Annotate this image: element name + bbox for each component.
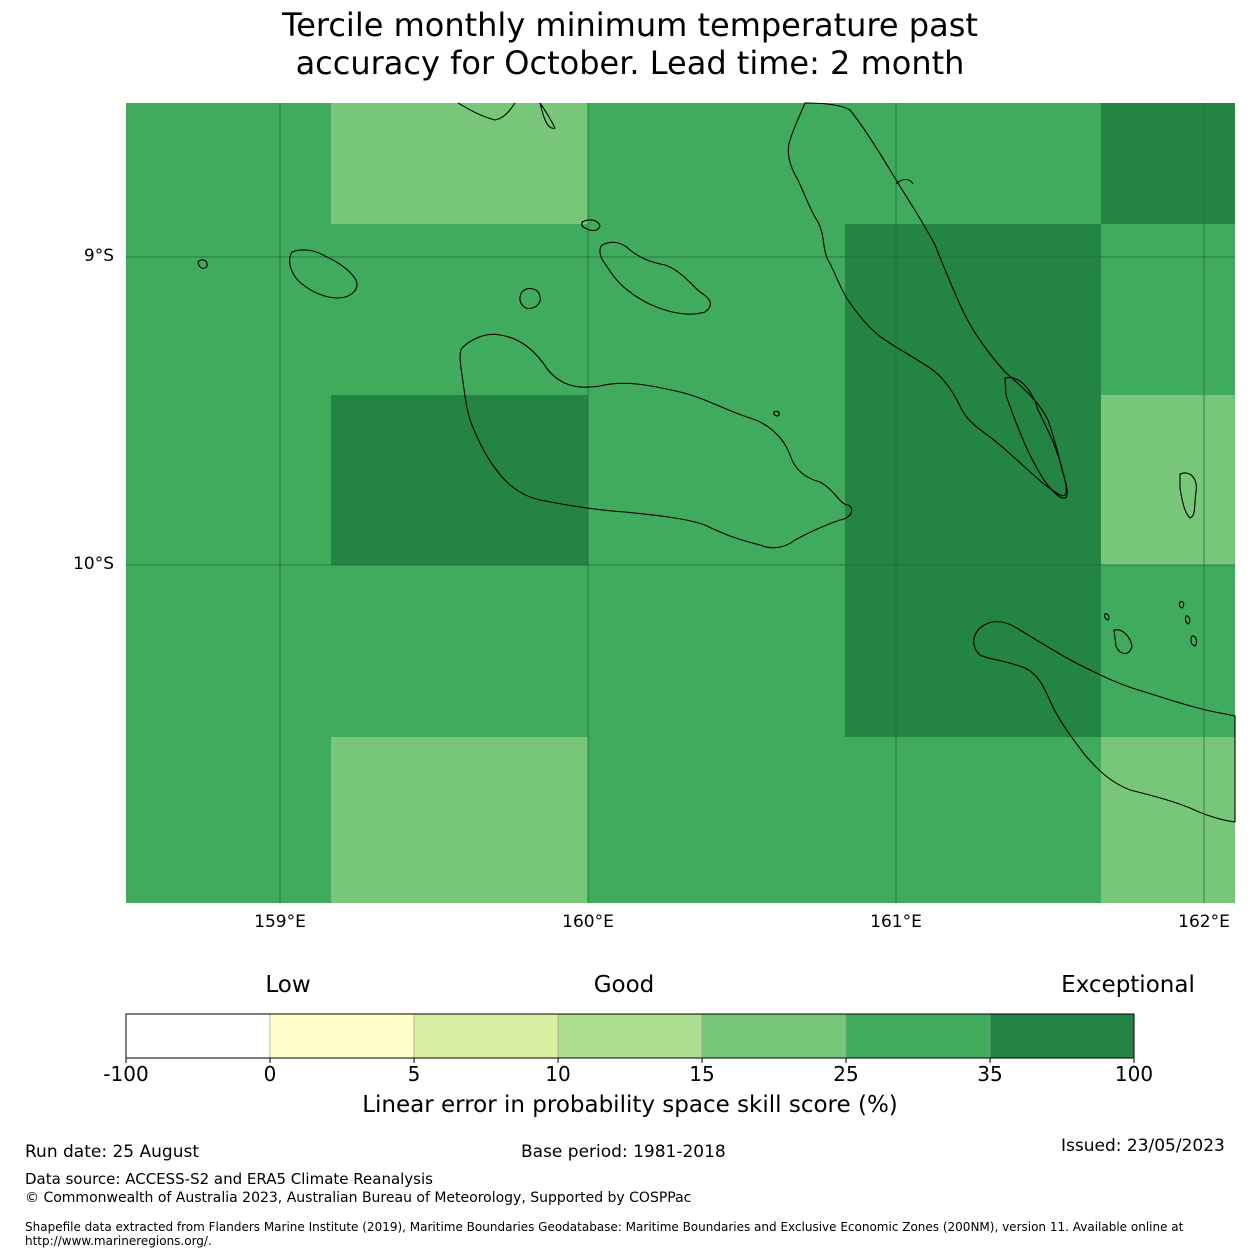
grid-cell [331, 224, 588, 395]
coastline-islet-1185 [1179, 472, 1197, 519]
graticule [126, 103, 1235, 903]
colorbar-tick-label: -100 [103, 1062, 149, 1086]
colorbar-frame [125, 1013, 1135, 1059]
coastline-malaita [787, 102, 1067, 497]
grid-cell [588, 565, 845, 737]
legend-level-exceptional: Exceptional [1061, 972, 1195, 998]
grid-cell [126, 224, 331, 395]
grid-cell [126, 737, 331, 903]
colorbar-bin [125, 1013, 271, 1059]
colorbar-tick-label: 25 [833, 1062, 859, 1086]
lat-label-10s: 10°S [73, 554, 114, 574]
grid-cell [1101, 565, 1235, 737]
title-line-1: Tercile monthly minimum temperature past [282, 6, 978, 44]
colorbar-bin [269, 1013, 415, 1059]
colorbar-tick-label: 15 [689, 1062, 715, 1086]
run-date: Run date: 25 August [25, 1142, 199, 1162]
coastline-islet-1188 [1184, 615, 1191, 625]
coastline-islet-1106 [1104, 613, 1110, 621]
coastline-makira [973, 621, 1236, 823]
colorbar [125, 1013, 1135, 1063]
grid-cell [1101, 224, 1235, 395]
coastline-islet-north-2 [539, 102, 556, 129]
grid-cell [588, 737, 845, 903]
colorbar-bin [701, 1013, 847, 1059]
colorbar-bin [845, 1013, 991, 1059]
grid-cell [845, 395, 1101, 565]
lon-label-159e: 159°E [254, 912, 306, 932]
grid-cell [845, 224, 1101, 395]
colorbar-tick-label: 5 [407, 1062, 421, 1086]
grid-cell [1101, 395, 1235, 565]
colorbar-tick-label: 10 [545, 1062, 571, 1086]
grid-cell [126, 395, 331, 565]
coastline-islet-north-1 [457, 102, 516, 121]
coastline-islet-ugi [1113, 629, 1133, 655]
lat-label-9s: 9°S [83, 246, 114, 266]
grid-cell [588, 395, 845, 565]
colorbar-bin [413, 1013, 559, 1059]
lon-label-161e: 161°E [870, 912, 922, 932]
grid-cell [1101, 737, 1235, 903]
coastline-islet-west [197, 259, 208, 269]
legend-level-good: Good [593, 972, 655, 998]
copyright: © Commonwealth of Australia 2023, Austra… [25, 1190, 692, 1206]
coastline-savo [519, 287, 541, 309]
coastline-islet-1180 [1178, 601, 1185, 609]
skill-grid [126, 103, 1235, 903]
colorbar-tick-label: 35 [977, 1062, 1003, 1086]
grid-cell [845, 103, 1101, 224]
coastline-small-malaita [1004, 377, 1068, 499]
lon-label-160e: 160°E [562, 912, 614, 932]
coastline-guadalcanal [459, 333, 853, 549]
lon-label-162e: 162°E [1178, 912, 1230, 932]
coastline-islet-1192 [1190, 635, 1197, 647]
colorbar-bin [557, 1013, 703, 1059]
grid-cell [845, 565, 1101, 737]
colorbar-tick-label: 100 [1114, 1062, 1154, 1086]
coastline-russell [289, 249, 358, 299]
grid-cell [1101, 103, 1235, 224]
shapefile-credit: Shapefile data extracted from Flanders M… [25, 1220, 1184, 1248]
issued-date: Issued: 23/05/2023 [1061, 1136, 1225, 1156]
grid-cell [331, 395, 588, 565]
coastline-nggela [599, 241, 711, 315]
base-period: Base period: 1981-2018 [521, 1142, 726, 1162]
grid-cell [331, 737, 588, 903]
grid-cell [845, 737, 1101, 903]
grid-cell [588, 224, 845, 395]
legend-level-low: Low [265, 972, 311, 998]
grid-cell [331, 565, 588, 737]
grid-cell [588, 103, 845, 224]
coastline-islet-905 [895, 178, 914, 185]
coastline-islet-tulagi [581, 219, 601, 232]
map-title: Tercile monthly minimum temperature past… [0, 6, 1260, 82]
grid-cell [126, 103, 331, 224]
colorbar-bin [989, 1013, 1135, 1059]
title-line-2: accuracy for October. Lead time: 2 month [295, 44, 965, 82]
colorbar-title: Linear error in probability space skill … [362, 1092, 898, 1118]
grid-cell [126, 565, 331, 737]
coastline-islet-776 [773, 410, 780, 417]
colorbar-tick-label: 0 [263, 1062, 277, 1086]
data-source: Data source: ACCESS-S2 and ERA5 Climate … [25, 1170, 433, 1188]
grid-cell [331, 103, 588, 224]
coastlines [197, 102, 1236, 823]
